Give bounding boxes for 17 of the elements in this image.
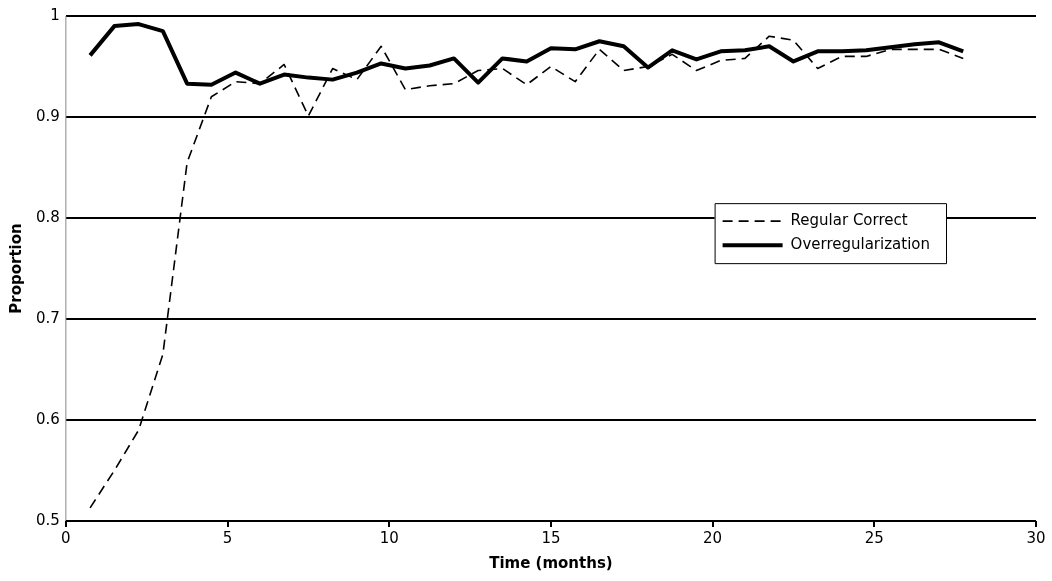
legend-label: Overregularization (790, 235, 930, 254)
x-tick-label: 0 (61, 528, 71, 547)
y-tick-label: 0.7 (36, 308, 60, 327)
x-tick-label: 10 (379, 528, 399, 547)
legend-label: Regular Correct (790, 211, 908, 230)
y-tick-label: 0.9 (36, 106, 60, 125)
x-tick-label: 5 (222, 528, 233, 547)
y-tick-label: 0.6 (36, 409, 60, 428)
x-tick-label: 30 (1026, 528, 1046, 547)
y-axis-title: Proportion (6, 223, 25, 314)
x-axis-title: Time (months) (489, 553, 613, 572)
y-tick-label: 0.8 (36, 207, 60, 226)
y-tick-label: 0.5 (36, 510, 60, 529)
y-tick-label: 1 (50, 5, 60, 24)
x-tick-label: 25 (864, 528, 884, 547)
x-tick-label: 20 (703, 528, 723, 547)
x-tick-label: 15 (541, 528, 561, 547)
